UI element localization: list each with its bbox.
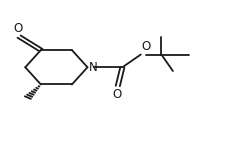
Text: O: O [112,88,121,101]
Text: O: O [13,22,23,35]
Text: O: O [141,40,150,53]
Text: N: N [88,61,97,74]
